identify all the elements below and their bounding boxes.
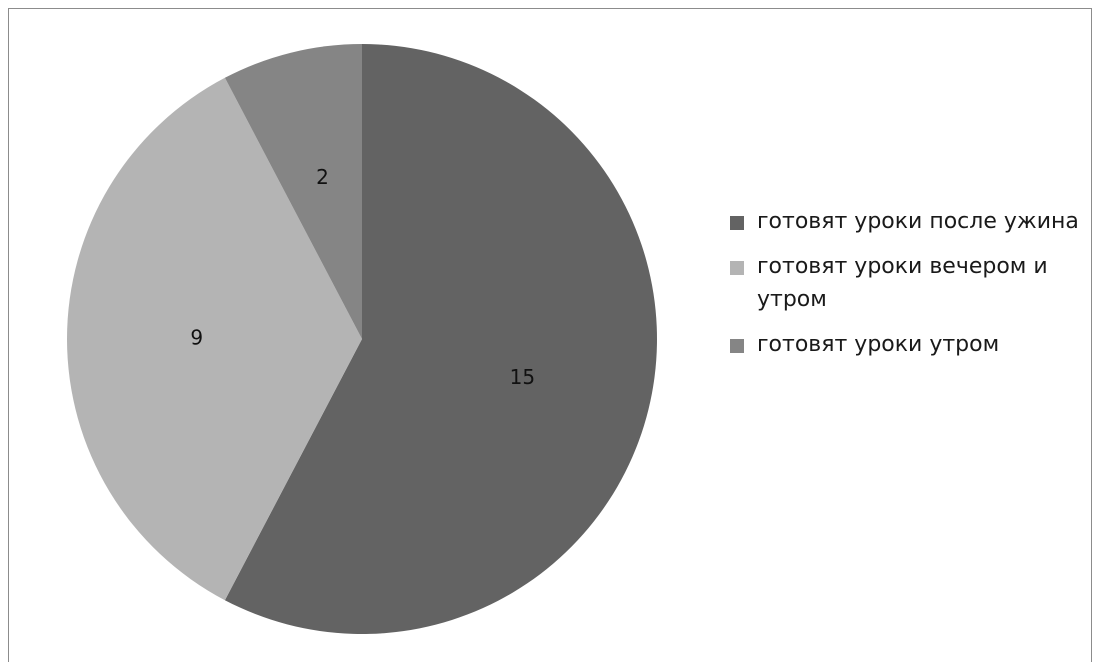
legend-swatch-after-dinner <box>730 216 744 230</box>
legend-label-evening-and-morning: готовят уроки вечером и утром <box>757 254 1048 312</box>
legend-item-after-dinner: готовят уроки после ужина <box>730 205 1080 238</box>
data-label-morning: 2 <box>316 165 329 189</box>
legend-item-morning: готовят уроки утром <box>730 328 1080 361</box>
pie-slices <box>67 44 657 634</box>
legend-swatch-evening-and-morning <box>730 261 744 275</box>
legend-item-evening-and-morning: готовят уроки вечером и утром <box>730 250 1080 316</box>
legend: готовят уроки после ужина готовят уроки … <box>730 205 1080 373</box>
pie-slice-evening-and-morning <box>67 77 362 601</box>
pie-slice-after-dinner <box>224 44 657 634</box>
legend-label-morning: готовят уроки утром <box>757 332 1000 357</box>
data-label-after-dinner: 15 <box>510 365 535 389</box>
pie-slice-morning <box>224 44 362 339</box>
legend-label-after-dinner: готовят уроки после ужина <box>757 209 1079 234</box>
legend-swatch-morning <box>730 339 744 353</box>
data-label-evening-and-morning: 9 <box>190 326 203 350</box>
